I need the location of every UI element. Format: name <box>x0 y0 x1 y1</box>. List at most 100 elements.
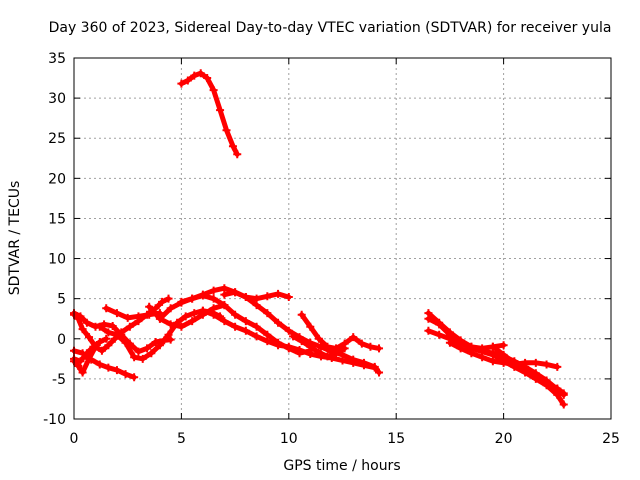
data-point <box>78 325 87 334</box>
data-point <box>359 358 368 367</box>
data-point <box>467 349 476 358</box>
data-point <box>510 358 519 367</box>
y-tick-label: 15 <box>48 211 66 227</box>
chart-title: Day 360 of 2023, Sidereal Day-to-day VTE… <box>49 20 612 36</box>
data-point <box>209 310 218 319</box>
data-point <box>445 338 454 347</box>
data-point <box>252 332 261 341</box>
y-tick-label: 0 <box>57 332 66 348</box>
data-point <box>314 334 323 343</box>
x-tick-label: 5 <box>177 431 186 447</box>
data-point <box>488 357 497 366</box>
data-point <box>521 365 530 374</box>
data-point <box>263 292 272 301</box>
data-point <box>297 310 306 319</box>
data-point <box>134 347 143 356</box>
data-point <box>231 288 240 297</box>
data-point <box>456 344 465 353</box>
data-point <box>340 339 349 348</box>
data-point <box>499 350 508 359</box>
data-point <box>306 342 315 351</box>
data-point <box>85 354 94 363</box>
data-point <box>216 106 225 115</box>
data-point <box>121 370 130 379</box>
data-point <box>231 322 240 331</box>
y-tick-label: 20 <box>48 171 66 187</box>
y-tick-label: 35 <box>48 51 66 67</box>
data-point <box>123 313 132 322</box>
data-point <box>323 352 332 361</box>
data-point <box>332 344 341 353</box>
data-point <box>478 353 487 362</box>
data-point <box>295 346 304 355</box>
data-point <box>424 314 433 323</box>
data-point <box>143 344 152 353</box>
data-point <box>76 312 85 321</box>
data-point <box>91 342 100 351</box>
data-point <box>155 314 164 323</box>
data-point <box>104 328 113 337</box>
data-point <box>241 326 250 335</box>
data-point <box>297 337 306 346</box>
data-point <box>177 297 186 306</box>
data-point <box>274 341 283 350</box>
data-point <box>499 358 508 367</box>
data-point <box>130 353 139 362</box>
series-line <box>299 312 382 351</box>
x-tick-label: 0 <box>70 431 79 447</box>
data-point <box>164 294 173 303</box>
tick-layer: 0 5 10 15 20 25 -10 -5 0 5 10 15 20 25 30 35 <box>43 51 620 447</box>
data-point <box>188 294 197 303</box>
data-point <box>177 322 186 331</box>
data-point <box>125 322 134 331</box>
data-point <box>499 341 508 350</box>
data-point <box>553 384 562 393</box>
x-tick-label: 15 <box>387 431 405 447</box>
data-point <box>220 301 229 310</box>
data-point <box>85 333 94 342</box>
data-point <box>177 79 186 88</box>
data-point <box>274 318 283 327</box>
data-point <box>241 293 250 302</box>
series-layer <box>70 69 568 409</box>
data-point <box>147 349 156 358</box>
x-tick-label: 25 <box>602 431 620 447</box>
data-point <box>95 360 104 369</box>
data-point <box>190 309 199 318</box>
series-arc-12 <box>220 288 384 377</box>
y-tick-label: 30 <box>48 91 66 107</box>
data-point <box>183 76 192 85</box>
series-line <box>178 70 240 157</box>
data-point <box>188 317 197 326</box>
data-point <box>158 297 167 306</box>
data-point <box>209 86 218 95</box>
data-point <box>231 310 240 319</box>
data-point <box>284 342 293 351</box>
data-point <box>95 322 104 331</box>
data-point <box>104 363 113 372</box>
x-tick-label: 10 <box>280 431 298 447</box>
x-axis-label: GPS time / hours <box>283 458 400 474</box>
data-point <box>203 74 212 83</box>
data-point <box>196 69 205 78</box>
data-point <box>559 389 568 398</box>
data-point <box>155 341 164 350</box>
data-point <box>134 312 143 321</box>
x-tick-label: 20 <box>495 431 513 447</box>
data-point <box>542 378 551 387</box>
data-point <box>108 321 117 330</box>
data-point <box>531 358 540 367</box>
data-point <box>102 304 111 313</box>
data-point <box>542 360 551 369</box>
data-point <box>370 362 379 371</box>
data-point <box>97 346 106 355</box>
data-point <box>357 339 366 348</box>
data-point <box>74 362 83 371</box>
data-point <box>209 286 218 295</box>
data-point <box>424 326 433 335</box>
data-point <box>349 333 358 342</box>
data-point <box>314 348 323 357</box>
data-point <box>375 344 384 353</box>
data-point <box>145 310 154 319</box>
